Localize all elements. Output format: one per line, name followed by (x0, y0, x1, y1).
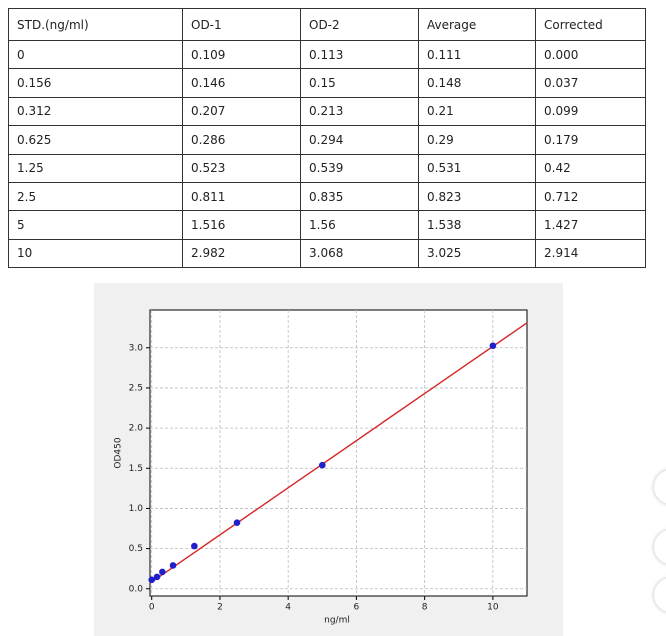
cell: 0 (8, 39, 183, 70)
header-cell: OD-2 (300, 8, 419, 41)
cell: 0.811 (182, 181, 301, 212)
cell: 0.099 (535, 96, 646, 127)
y-tick-label: 3.0 (129, 343, 144, 353)
cell: 0.531 (418, 153, 536, 183)
x-tick-label: 8 (422, 603, 428, 613)
cell: 0.523 (182, 153, 301, 183)
header-cell: Average (418, 8, 536, 41)
x-tick-label: 0 (149, 603, 155, 613)
cell: 0.286 (182, 125, 301, 155)
x-axis-label: ng/ml (324, 616, 350, 626)
x-tick-label: 10 (487, 603, 499, 613)
cell: 5 (8, 210, 183, 240)
data-point (191, 542, 198, 550)
y-tick-label: 0.0 (129, 584, 144, 594)
y-tick-label: 0.5 (129, 544, 143, 554)
cell: 1.427 (535, 210, 646, 240)
cell: 0.312 (8, 96, 183, 127)
cell: 0.000 (535, 39, 646, 70)
cell: 0.113 (300, 39, 419, 70)
cell: 0.156 (8, 68, 183, 98)
data-point (153, 573, 161, 581)
cell: 2.5 (8, 181, 183, 212)
data-point (489, 342, 497, 350)
cell: 1.538 (418, 210, 536, 240)
cell: 0.625 (8, 125, 183, 155)
cell: 0.539 (300, 153, 419, 183)
cell: 0.712 (535, 181, 646, 212)
row: 0.156 0.146 0.15 0.148 0.037 (8, 68, 646, 98)
cell: 0.21 (418, 96, 536, 127)
cell: 0.037 (535, 68, 646, 98)
data-point (169, 562, 177, 569)
cell: 3.068 (300, 238, 419, 269)
fit-line (149, 322, 528, 584)
cell: 3.025 (418, 238, 536, 269)
y-tick-label: 1.0 (129, 504, 144, 514)
cell: 0.29 (418, 125, 536, 155)
cell: 1.516 (182, 210, 301, 240)
data-point (159, 568, 166, 576)
row: 0 0.109 0.113 0.111 0.000 (8, 39, 646, 70)
side-button[interactable] (654, 470, 666, 504)
row: 0.625 0.286 0.294 0.29 0.179 (8, 125, 646, 155)
cell: 0.294 (300, 125, 419, 155)
header-cell: OD-1 (182, 8, 301, 41)
row: 5 1.516 1.56 1.538 1.427 (8, 210, 646, 240)
x-tick-label: 2 (217, 603, 223, 613)
row: 10 2.982 3.068 3.025 2.914 (8, 238, 646, 269)
header-cell: STD.(ng/ml) (8, 8, 183, 41)
cell: 0.111 (418, 39, 536, 70)
cell: 0.213 (300, 96, 419, 127)
cell: 0.148 (418, 68, 536, 98)
cell: 0.15 (300, 68, 419, 98)
cell: 1.25 (8, 153, 183, 183)
cell: 0.207 (182, 96, 301, 127)
cell: 0.823 (418, 181, 536, 212)
cell: 0.146 (182, 68, 301, 98)
y-tick-label: 2.5 (129, 383, 143, 393)
cell: 10 (8, 238, 183, 269)
row: 1.25 0.523 0.539 0.531 0.42 (8, 153, 646, 183)
x-tick-label: 4 (285, 603, 291, 613)
cell: 0.179 (535, 125, 646, 155)
cell: 0.835 (300, 181, 419, 212)
y-axis-label: OD450 (114, 437, 124, 468)
side-button[interactable] (654, 530, 666, 564)
cell: 0.42 (535, 153, 646, 183)
y-tick-label: 2.0 (129, 424, 144, 434)
header-row: STD.(ng/ml) OD-1 OD-2 Average Corrected (8, 8, 646, 41)
data-point (148, 576, 156, 584)
x-tick-label: 6 (354, 603, 360, 613)
cell: 0.109 (182, 39, 301, 70)
data-table: STD.(ng/ml) OD-1 OD-2 Average Corrected 0 0.10… (8, 8, 646, 269)
data-point (318, 461, 326, 469)
row: 0.312 0.207 0.213 0.21 0.099 (8, 96, 646, 127)
side-button[interactable] (654, 578, 666, 612)
data-point (233, 519, 241, 526)
cell: 1.56 (300, 210, 419, 240)
cell: 2.982 (182, 238, 301, 269)
row: 2.5 0.811 0.835 0.823 0.712 (8, 181, 646, 212)
chart: ng/ml OD450 0 2 4 6 8 10 0.0 0.5 1.0 1.5 2.0 2.5 3.0 (94, 283, 563, 636)
cell: 2.914 (535, 238, 646, 269)
header-cell: Corrected (535, 8, 646, 41)
y-tick-label: 1.5 (129, 464, 143, 474)
